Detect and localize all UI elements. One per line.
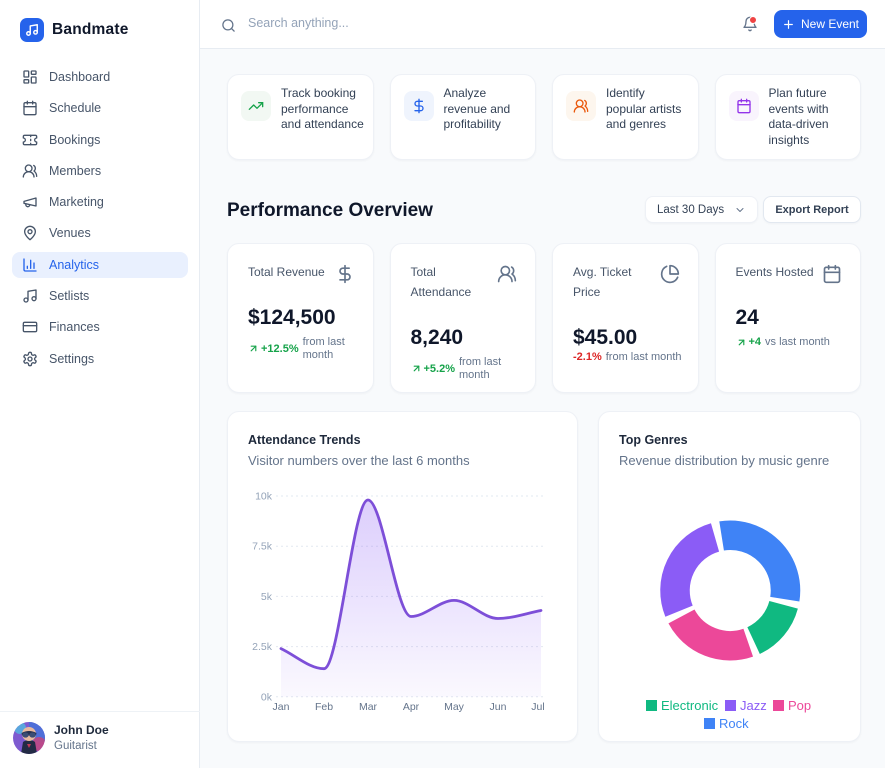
svg-text:5k: 5k	[261, 591, 273, 603]
svg-text:Feb: Feb	[315, 701, 333, 713]
svg-text:Mar: Mar	[359, 701, 378, 713]
svg-text:10k: 10k	[255, 491, 273, 503]
svg-text:7.5k: 7.5k	[252, 541, 273, 553]
svg-text:Pop: Pop	[788, 698, 811, 713]
svg-text:Jazz: Jazz	[740, 698, 767, 713]
svg-text:Jun: Jun	[490, 701, 507, 713]
svg-text:2.5k: 2.5k	[252, 641, 273, 653]
svg-text:Apr: Apr	[403, 701, 420, 713]
svg-text:Jul: Jul	[531, 701, 544, 713]
svg-text:May: May	[444, 701, 465, 713]
svg-text:Electronic: Electronic	[661, 698, 719, 713]
svg-text:Jan: Jan	[273, 701, 290, 713]
svg-text:Rock: Rock	[719, 716, 749, 731]
svg-text:0k: 0k	[261, 691, 273, 703]
